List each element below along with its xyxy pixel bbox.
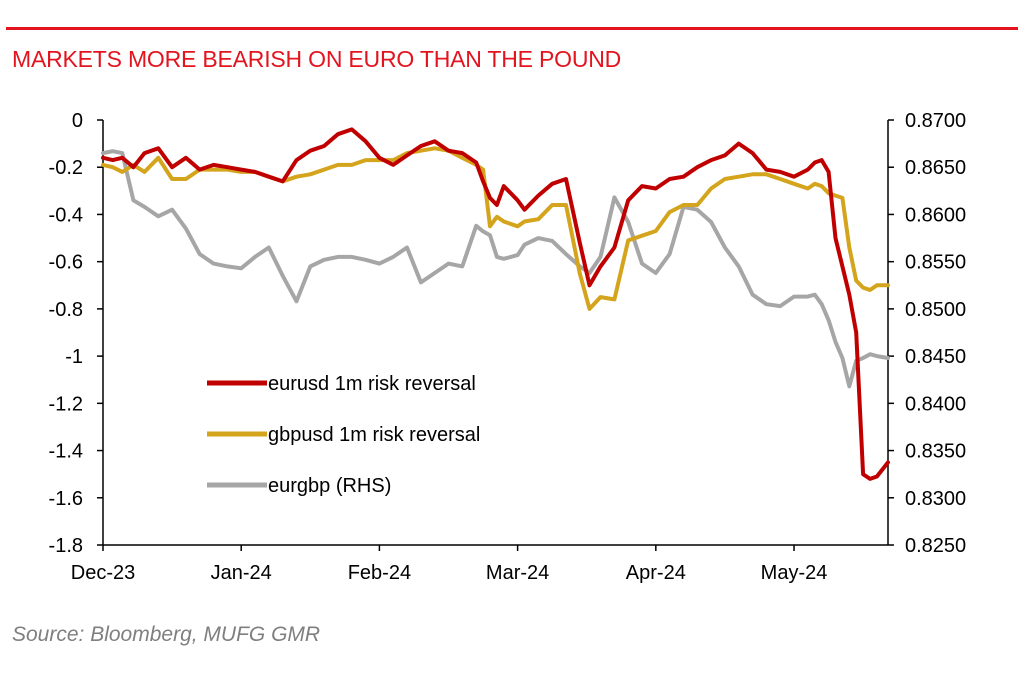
left-axis-tick-label: -1 <box>65 346 83 368</box>
right-axis-tick-label: 0.8300 <box>905 488 966 510</box>
x-axis-tick-label: Mar-24 <box>486 562 549 584</box>
left-axis-tick-label: -1.8 <box>49 535 83 557</box>
series-line-eurgbp <box>101 149 890 389</box>
left-axis-tick-label: -1.6 <box>49 488 83 510</box>
right-axis-tick-label: 0.8700 <box>905 110 966 132</box>
x-axis-tick-label: Feb-24 <box>348 562 411 584</box>
right-axis-tick-label: 0.8450 <box>905 346 966 368</box>
axes: 0 -0.2 -0.4 -0.6 -0.8 -1 -1.2 -1.4 -1.6 -1.8 0.870… <box>49 110 967 584</box>
left-axis-tick-label: 0 <box>72 110 83 132</box>
right-axis-tick-label: 0.8400 <box>905 393 966 415</box>
left-axis-tick-label: -1.2 <box>49 393 83 415</box>
title-rule <box>6 27 1018 30</box>
legend-label: eurgbp (RHS) <box>268 475 391 497</box>
chart-title: MARKETS MORE BEARISH ON EURO THAN THE PO… <box>12 46 622 72</box>
right-axis-tick-label: 0.8350 <box>905 441 966 463</box>
x-axis-tick-label: Dec-23 <box>71 562 135 584</box>
left-axis-tick-label: -0.8 <box>49 299 83 321</box>
right-axis-tick-label: 0.8650 <box>905 157 966 179</box>
x-axis-tick-label: May-24 <box>761 562 828 584</box>
left-axis-tick-label: -0.6 <box>49 252 83 274</box>
right-axis-tick-label: 0.8550 <box>905 252 966 274</box>
series-line-eurusd <box>101 127 890 481</box>
series-line-gbpusd <box>101 146 890 311</box>
source-note: Source: Bloomberg, MUFG GMR <box>12 623 321 646</box>
right-axis-tick-label: 0.8600 <box>905 204 966 226</box>
legend: eurusd 1m risk reversal gbpusd 1m risk re… <box>207 373 480 497</box>
right-axis-tick-label: 0.8500 <box>905 299 966 321</box>
legend-label: eurusd 1m risk reversal <box>268 373 476 395</box>
x-axis-tick-label: Apr-24 <box>626 562 686 584</box>
series-lines <box>101 127 890 481</box>
left-axis-tick-label: -0.4 <box>49 204 83 226</box>
right-axis-tick-label: 0.8250 <box>905 535 966 557</box>
x-axis-tick-label: Jan-24 <box>211 562 272 584</box>
left-axis-tick-label: -1.4 <box>49 441 83 463</box>
left-axis-tick-label: -0.2 <box>49 157 83 179</box>
legend-label: gbpusd 1m risk reversal <box>268 424 480 446</box>
